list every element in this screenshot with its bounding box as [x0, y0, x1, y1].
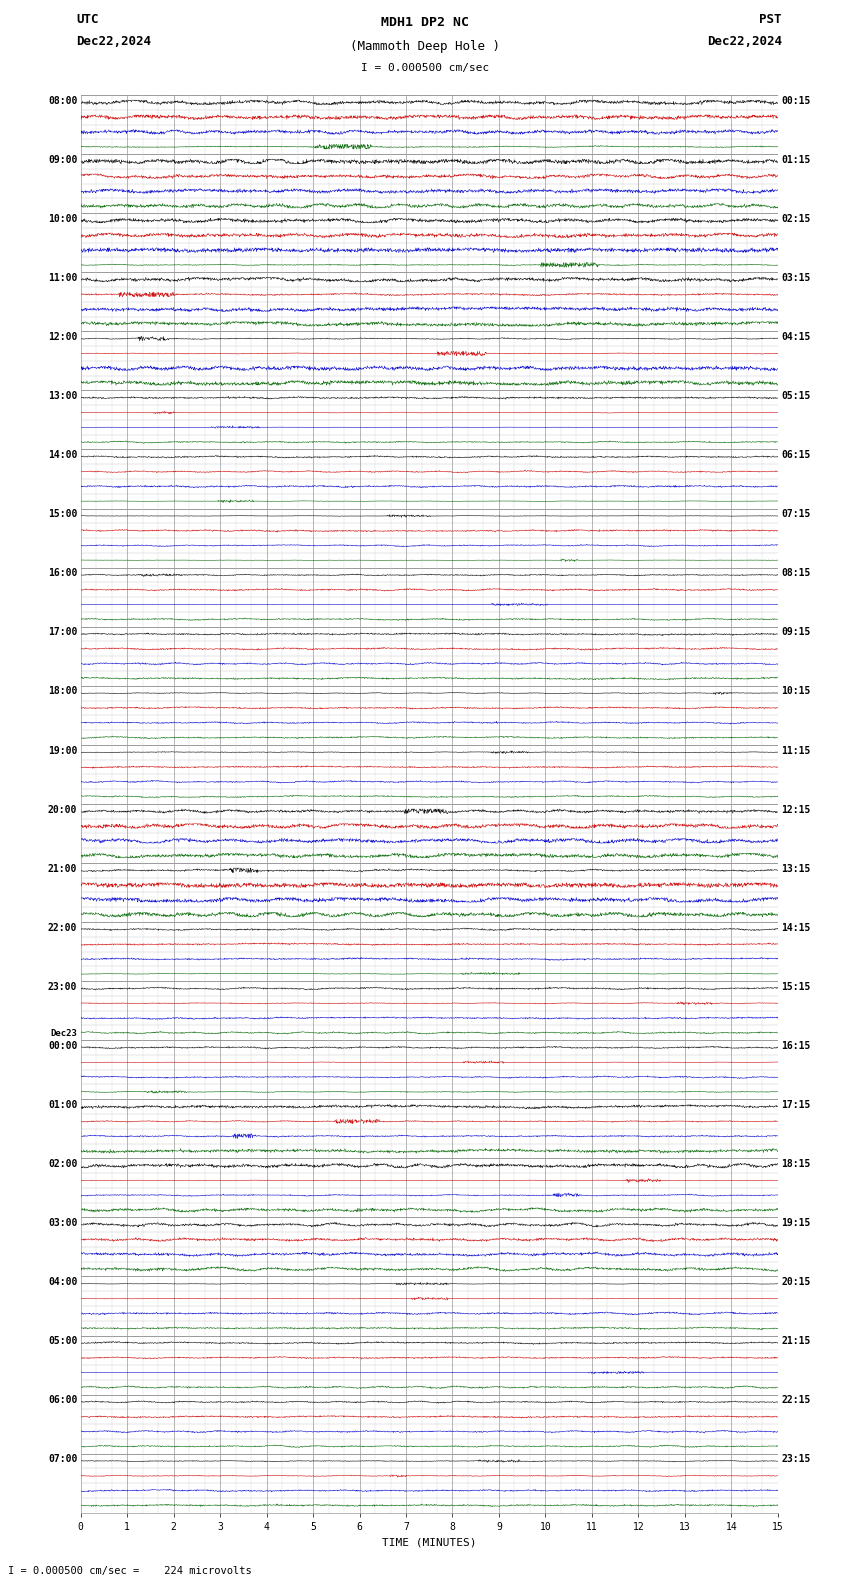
Text: 20:00: 20:00: [48, 805, 77, 814]
Text: 14:15: 14:15: [781, 923, 811, 933]
Text: 14:00: 14:00: [48, 450, 77, 461]
X-axis label: TIME (MINUTES): TIME (MINUTES): [382, 1538, 477, 1548]
Text: 00:15: 00:15: [781, 95, 811, 106]
Text: 18:15: 18:15: [781, 1159, 811, 1169]
Text: 13:00: 13:00: [48, 391, 77, 401]
Text: Dec22,2024: Dec22,2024: [707, 35, 782, 48]
Text: 19:00: 19:00: [48, 746, 77, 756]
Text: (Mammoth Deep Hole ): (Mammoth Deep Hole ): [350, 40, 500, 52]
Text: Dec22,2024: Dec22,2024: [76, 35, 151, 48]
Text: 07:15: 07:15: [781, 510, 811, 520]
Text: 23:15: 23:15: [781, 1454, 811, 1464]
Text: 10:00: 10:00: [48, 214, 77, 223]
Text: 01:00: 01:00: [48, 1099, 77, 1110]
Text: I = 0.000500 cm/sec =    224 microvolts: I = 0.000500 cm/sec = 224 microvolts: [8, 1567, 252, 1576]
Text: UTC: UTC: [76, 13, 99, 25]
Text: 09:00: 09:00: [48, 155, 77, 165]
Text: PST: PST: [760, 13, 782, 25]
Text: 16:00: 16:00: [48, 569, 77, 578]
Text: 18:00: 18:00: [48, 686, 77, 697]
Text: 05:15: 05:15: [781, 391, 811, 401]
Text: 08:00: 08:00: [48, 95, 77, 106]
Text: 05:00: 05:00: [48, 1337, 77, 1346]
Text: 21:00: 21:00: [48, 863, 77, 874]
Text: 00:00: 00:00: [48, 1041, 77, 1050]
Text: 02:00: 02:00: [48, 1159, 77, 1169]
Text: 03:15: 03:15: [781, 272, 811, 284]
Text: I = 0.000500 cm/sec: I = 0.000500 cm/sec: [361, 63, 489, 73]
Text: 22:15: 22:15: [781, 1396, 811, 1405]
Text: 04:15: 04:15: [781, 333, 811, 342]
Text: 04:00: 04:00: [48, 1277, 77, 1288]
Text: 13:15: 13:15: [781, 863, 811, 874]
Text: 12:15: 12:15: [781, 805, 811, 814]
Text: 08:15: 08:15: [781, 569, 811, 578]
Text: 02:15: 02:15: [781, 214, 811, 223]
Text: 22:00: 22:00: [48, 923, 77, 933]
Text: 03:00: 03:00: [48, 1218, 77, 1228]
Text: MDH1 DP2 NC: MDH1 DP2 NC: [381, 16, 469, 29]
Text: 21:15: 21:15: [781, 1337, 811, 1346]
Text: 06:00: 06:00: [48, 1396, 77, 1405]
Text: 10:15: 10:15: [781, 686, 811, 697]
Text: 07:00: 07:00: [48, 1454, 77, 1464]
Text: 11:15: 11:15: [781, 746, 811, 756]
Text: 09:15: 09:15: [781, 627, 811, 637]
Text: 20:15: 20:15: [781, 1277, 811, 1288]
Text: 17:15: 17:15: [781, 1099, 811, 1110]
Text: 06:15: 06:15: [781, 450, 811, 461]
Text: 11:00: 11:00: [48, 272, 77, 284]
Text: 23:00: 23:00: [48, 982, 77, 992]
Text: Dec23: Dec23: [50, 1030, 77, 1038]
Text: 19:15: 19:15: [781, 1218, 811, 1228]
Text: 16:15: 16:15: [781, 1041, 811, 1050]
Text: 15:15: 15:15: [781, 982, 811, 992]
Text: 17:00: 17:00: [48, 627, 77, 637]
Text: 12:00: 12:00: [48, 333, 77, 342]
Text: 01:15: 01:15: [781, 155, 811, 165]
Text: 15:00: 15:00: [48, 510, 77, 520]
